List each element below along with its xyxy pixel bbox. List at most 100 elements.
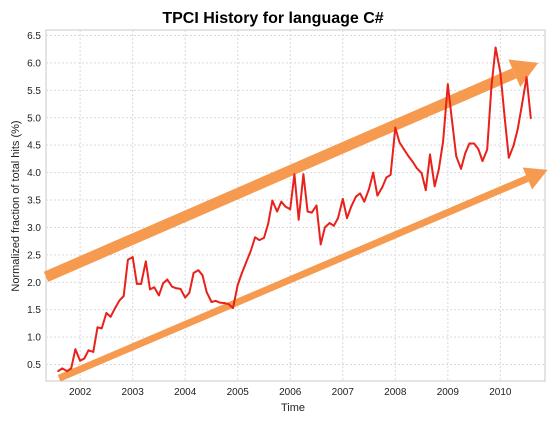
data-point [109, 315, 112, 318]
data-point [280, 200, 283, 203]
data-point [363, 200, 366, 203]
y-tick-label: 0.5 [27, 360, 41, 371]
data-point [61, 367, 64, 370]
data-point [328, 222, 331, 224]
data-point [499, 71, 502, 74]
data-point [197, 269, 200, 272]
x-tick-label: 2004 [174, 387, 197, 398]
x-tick-label: 2009 [437, 387, 460, 398]
data-point [74, 348, 77, 351]
x-tick-label: 2008 [384, 387, 407, 398]
data-point [389, 173, 392, 176]
data-point [368, 188, 370, 190]
data-point [100, 327, 103, 330]
data-point [149, 288, 151, 291]
y-axis-label: Normalized fraction of total hits (%) [10, 120, 22, 291]
data-point [162, 282, 165, 285]
data-point [385, 176, 388, 179]
data-point [276, 210, 279, 213]
data-point [223, 302, 226, 305]
data-point [184, 296, 187, 299]
data-point [402, 148, 405, 150]
trend-arrows [43, 59, 548, 382]
data-point [232, 307, 234, 309]
data-point [507, 156, 510, 159]
data-point [477, 148, 480, 150]
x-tick-label: 2010 [489, 387, 512, 398]
data-point [83, 357, 86, 360]
x-tick-label: 2006 [279, 387, 302, 398]
data-point [420, 172, 423, 175]
data-point [350, 205, 353, 208]
data-point [494, 46, 497, 49]
data-point [455, 155, 458, 158]
data-point [218, 301, 221, 304]
data-point [205, 291, 208, 294]
y-tick-label: 1.5 [27, 305, 41, 316]
data-point [394, 126, 397, 129]
data-point [241, 272, 243, 274]
data-point [171, 285, 173, 288]
data-point [319, 243, 322, 246]
data-point [411, 160, 414, 163]
trend-arrow-shaft [57, 175, 529, 382]
y-tick-label: 6.0 [27, 58, 41, 69]
data-point [490, 86, 493, 88]
data-point [529, 117, 532, 120]
data-point [79, 359, 82, 362]
data-point [214, 300, 217, 302]
y-tick-label: 2.5 [27, 250, 41, 261]
y-tick-label: 1.0 [27, 333, 41, 344]
data-point [446, 83, 449, 86]
chart-title: TPCI History for language C# [162, 10, 383, 27]
data-points [57, 46, 532, 373]
data-point [433, 185, 436, 188]
data-point [105, 312, 108, 314]
data-point [271, 199, 274, 202]
data-point [332, 224, 335, 227]
data-point [346, 217, 348, 220]
data-point [96, 326, 99, 329]
data-point [486, 148, 489, 151]
data-point [113, 307, 116, 310]
data-point [158, 294, 160, 297]
data-point [179, 287, 182, 290]
data-point [429, 153, 431, 156]
data-point [254, 236, 256, 239]
data-point [315, 204, 318, 207]
data-point [153, 286, 156, 289]
data-point [293, 173, 296, 176]
x-tick-label: 2002 [69, 387, 92, 398]
plot-area: 0.5 1.0 1.5 2.0 2.5 3.0 3.5 4.0 4.5 5.0 5.5 6.0 6.5 2… [27, 29, 548, 398]
data-point [415, 167, 418, 170]
y-tick-label: 6.5 [27, 31, 41, 42]
data-point [337, 217, 339, 220]
x-tick-label: 2005 [227, 387, 250, 398]
trend-arrow-head [522, 167, 548, 190]
data-point [245, 261, 248, 264]
data-point [310, 211, 313, 214]
data-point [424, 189, 427, 192]
y-tick-label: 5.5 [27, 86, 41, 97]
data-point [306, 210, 309, 213]
data-point [263, 236, 265, 239]
data-point [66, 370, 68, 373]
data-point [92, 351, 95, 353]
data-point [57, 370, 59, 373]
x-tick-label: 2007 [332, 387, 355, 398]
data-point [127, 258, 129, 261]
data-point [192, 272, 195, 274]
data-point [520, 104, 523, 107]
data-point [407, 155, 410, 158]
data-point [249, 249, 252, 252]
data-point [70, 367, 73, 370]
data-point [289, 208, 292, 211]
data-point [442, 140, 444, 143]
data-point [355, 195, 357, 198]
data-point [512, 144, 515, 147]
data-point [468, 142, 471, 145]
data-point [376, 194, 379, 197]
data-point [258, 239, 261, 241]
data-point [267, 222, 270, 225]
y-tick-label: 4.0 [27, 168, 41, 179]
